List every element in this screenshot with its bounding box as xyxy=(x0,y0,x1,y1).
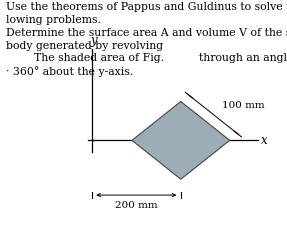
Text: 200 mm: 200 mm xyxy=(115,200,158,209)
Text: x: x xyxy=(261,133,268,146)
Polygon shape xyxy=(132,102,230,179)
Text: y: y xyxy=(91,34,98,47)
Text: 100 mm: 100 mm xyxy=(222,100,265,109)
Text: Use the theorems of Pappus and Guldinus to solve the fol-
lowing problems.
Deter: Use the theorems of Pappus and Guldinus … xyxy=(6,2,287,77)
